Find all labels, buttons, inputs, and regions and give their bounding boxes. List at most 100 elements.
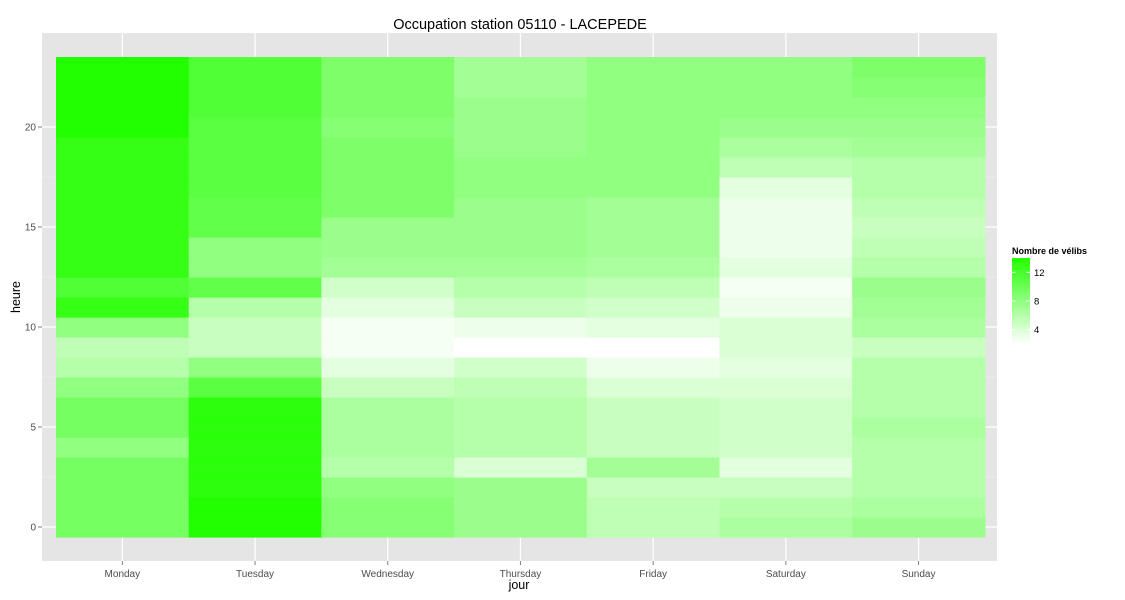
heatmap-cell [586,497,721,518]
heatmap-cell [852,337,986,358]
heatmap-cell [586,77,721,98]
heatmap-cell [586,397,721,418]
legend-title: Nombre de vélibs [1012,246,1087,256]
heatmap-cell [321,177,455,198]
heatmap-cell [586,457,721,478]
heatmap-cell [321,337,455,358]
heatmap-cell [454,397,588,418]
heatmap-cell [586,437,721,458]
heatmap-cell [586,517,721,538]
heatmap-cell [586,97,721,118]
heatmap-cell [188,237,322,258]
heatmap-cell [719,177,853,198]
heatmap-cell [586,297,721,318]
heatmap-cell [56,237,190,258]
heatmap-cell [454,317,588,338]
heatmap-cell [188,217,322,238]
heatmap-cell [719,477,853,498]
y-tick-label: 0 [30,523,36,534]
heatmap-cell [586,337,721,358]
legend-ticks: 4 8 12 [1012,268,1045,336]
heatmap-cell [719,157,853,178]
heatmap-cell [56,417,190,438]
heatmap-cell [56,217,190,238]
heatmap-cell [188,357,322,378]
heatmap-cell [188,517,322,538]
heatmap-cell [321,217,455,238]
heatmap-cell [321,57,455,78]
heatmap-cell [321,157,455,178]
heatmap-cell [719,237,853,258]
heatmap-cell [586,177,721,198]
heatmap-cell [454,57,588,78]
heatmap-cell [719,77,853,98]
heatmap-cell [586,477,721,498]
heatmap-cell [188,297,322,318]
heatmap-cell [188,117,322,138]
heatmap-cell [56,177,190,198]
heatmap-cell [852,217,986,238]
heatmap-cell [56,357,190,378]
heatmap-cell [454,457,588,478]
heatmap-cell [56,257,190,278]
heatmap-cell [586,197,721,218]
heatmap-cell [56,117,190,138]
heatmap-cell [321,397,455,418]
heatmap-cell [719,317,853,338]
heatmap-cell [454,297,588,318]
heatmap-cell [454,277,588,298]
heatmap-cell [321,197,455,218]
heatmap-cell [454,97,588,118]
heatmap-cell [188,377,322,398]
heatmap-cell [56,517,190,538]
heatmap-cell [56,317,190,338]
y-axis-title: heure [9,281,23,313]
heatmap-cell [188,57,322,78]
heatmap-cell [188,317,322,338]
x-tick-label: Friday [639,569,667,580]
heatmap-cell [852,197,986,218]
heatmap-cell [188,417,322,438]
heatmap-cell [454,337,588,358]
heatmap-cell [56,297,190,318]
x-axis-title: jour [508,578,530,592]
x-tick-label: Sunday [902,569,936,580]
heatmap-cell [321,497,455,518]
heatmap-cell [719,437,853,458]
heatmap-cell [56,77,190,98]
heatmap-cell [188,277,322,298]
heatmap-cell [719,277,853,298]
x-tick-label: Monday [105,569,141,580]
heatmap-cell [852,297,986,318]
heatmap-cell [56,57,190,78]
heatmap-cell [454,497,588,518]
heatmap-cell [852,57,986,78]
heatmap-cell [852,277,986,298]
x-tick-label: Wednesday [361,569,414,580]
heatmap-cell [852,357,986,378]
heatmap-cell [852,77,986,98]
heatmap-cell [852,117,986,138]
x-tick-label: Saturday [766,569,806,580]
heatmap-cell [852,497,986,518]
heatmap-cell [454,437,588,458]
heatmap-cell [586,417,721,438]
heatmap-cell [719,397,853,418]
heatmap-cell [321,97,455,118]
heatmap-tiles [56,57,986,538]
heatmap-cell [852,257,986,278]
heatmap-cell [454,357,588,378]
heatmap-cell [321,457,455,478]
heatmap-cell [321,317,455,338]
heatmap-cell [852,237,986,258]
heatmap-cell [586,317,721,338]
heatmap-cell [454,157,588,178]
heatmap-cell [454,177,588,198]
heatmap-cell [586,157,721,178]
heatmap-cell [586,137,721,158]
heatmap-cell [321,357,455,378]
heatmap-cell [852,477,986,498]
heatmap-cell [56,377,190,398]
heatmap-cell [321,117,455,138]
heatmap-cell [321,377,455,398]
